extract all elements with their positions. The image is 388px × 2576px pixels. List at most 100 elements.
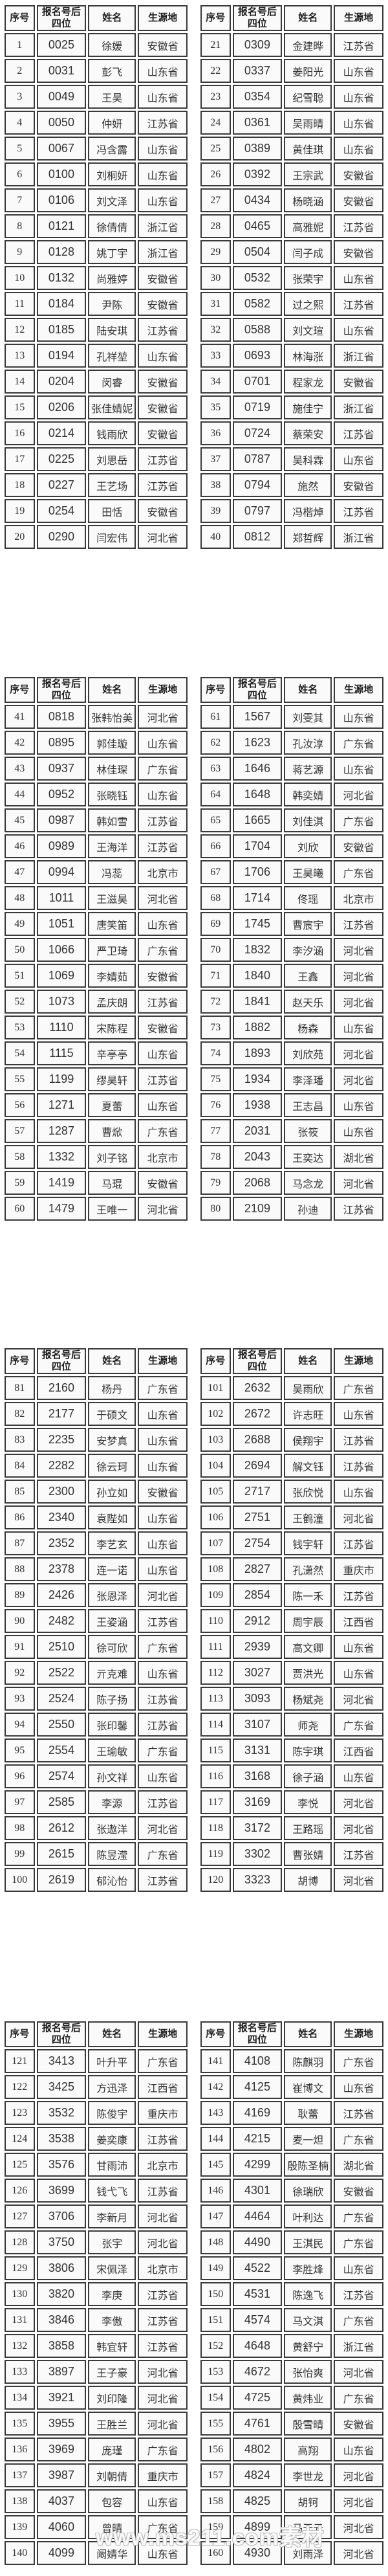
- cell-index: 32: [200, 318, 231, 342]
- cell-index: 96: [5, 1764, 35, 1788]
- table-row: 98 2612 张遨洋 河北省: [5, 1816, 188, 1840]
- cell-origin: 江苏省: [138, 1868, 188, 1892]
- cell-reg-number: 4574: [232, 2308, 283, 2332]
- cell-name: 庞瑾: [88, 2437, 136, 2461]
- cell-origin: 安徽省: [138, 1480, 188, 1504]
- cell-origin: 江苏省: [334, 912, 383, 936]
- cell-reg-number: 2827: [232, 1557, 283, 1581]
- table-row: 150 4531 陈逸飞 江苏省: [200, 2282, 383, 2306]
- cell-index: 70: [200, 938, 231, 962]
- cell-reg-number: 4464: [232, 2204, 283, 2228]
- roster-table-left: 序号 报名号后四位 姓名 生源地 41 0818 张韩怡美 河北省 42 0895 郭佳璇 山东省 43…: [3, 675, 189, 1223]
- cell-name: 孔祥堃: [88, 344, 136, 368]
- cell-index: 19: [5, 499, 35, 523]
- cell-index: 102: [200, 1402, 231, 1426]
- table-row: 148 4490 王淇民 广东省: [200, 2230, 383, 2254]
- cell-reg-number: 0719: [232, 395, 283, 419]
- cell-reg-number: 1199: [36, 1067, 87, 1091]
- cell-name: 曹焮: [88, 1119, 136, 1143]
- cell-origin: 江苏省: [138, 1713, 188, 1737]
- cell-index: 134: [5, 2386, 35, 2410]
- cell-index: 118: [200, 1816, 231, 1840]
- table-row: 147 4464 叶利达 广东省: [200, 2204, 383, 2228]
- cell-index: 154: [200, 2386, 231, 2410]
- cell-name: 张恩泽: [88, 1583, 136, 1607]
- cell-origin: 广东省: [138, 757, 188, 781]
- header-cell-reg-number: 报名号后四位: [232, 677, 283, 703]
- cell-origin: 安徽省: [334, 834, 383, 858]
- cell-name: 陈一禾: [284, 1583, 332, 1607]
- cell-origin: 河北省: [334, 1790, 383, 1814]
- cell-name: 杨森: [284, 1016, 332, 1039]
- table-row: 133 3897 王子豪 河北省: [5, 2360, 188, 2384]
- table-row: 5 0067 冯含露 山东省: [5, 137, 188, 161]
- table-row: 109 2854 陈一禾 江苏省: [200, 1583, 383, 1607]
- table-row: 154 4725 黄炜业 广东省: [200, 2386, 383, 2410]
- cell-origin: 安徽省: [138, 292, 188, 316]
- table-row: 142 4125 崔博文 山东省: [200, 2075, 383, 2099]
- table-row: 136 3969 庞瑾 广东省: [5, 2437, 188, 2461]
- cell-index: 62: [200, 731, 231, 755]
- cell-index: 37: [200, 447, 231, 471]
- cell-index: 131: [5, 2308, 35, 2332]
- cell-origin: 河北省: [334, 1041, 383, 1065]
- table-row: 135 3955 王胜兰 河北省: [5, 2412, 188, 2436]
- table-row: 159 4899 马天元 河北省: [200, 2515, 383, 2539]
- cell-reg-number: 1706: [232, 860, 283, 884]
- table-row: 113 3093 杨斌尧 河北省: [200, 1687, 383, 1711]
- roster-table-left: 序号 报名号后四位 姓名 生源地 1 0025 徐媛 安徽省 2 0031 彭飞 山东省 3 0049 王昊…: [3, 3, 189, 551]
- cell-name: 吴雨晴: [284, 111, 332, 135]
- cell-name: 仲妍: [88, 111, 136, 135]
- cell-name: 王昊曦: [284, 860, 332, 884]
- cell-origin: 江苏省: [334, 2101, 383, 2125]
- cell-origin: 江苏省: [334, 33, 383, 57]
- table-row: 42 0895 郭佳璇 山东省: [5, 731, 188, 755]
- cell-index: 21: [200, 33, 231, 57]
- cell-reg-number: 0204: [36, 370, 87, 394]
- cell-name: 张晓钰: [88, 783, 136, 806]
- cell-reg-number: 2554: [36, 1738, 87, 1762]
- table-row: 146 4301 徐瑞欣 安徽省: [200, 2179, 383, 2203]
- cell-index: 108: [200, 1557, 231, 1581]
- table-row: 117 3169 李悦 河北省: [200, 1790, 383, 1814]
- cell-reg-number: 0132: [36, 266, 87, 290]
- cell-origin: 山东省: [138, 1764, 188, 1788]
- cell-name: 吴科霖: [284, 447, 332, 471]
- table-row: 92 2522 亓克难 山东省: [5, 1661, 188, 1685]
- cell-reg-number: 2754: [232, 1531, 283, 1555]
- cell-reg-number: 0194: [36, 344, 87, 368]
- cell-index: 74: [200, 1041, 231, 1065]
- cell-origin: 浙江省: [334, 525, 383, 549]
- table-row: 87 2352 李艺玄 山东省: [5, 1531, 188, 1555]
- cell-reg-number: 3846: [36, 2308, 87, 2332]
- table-row: 63 1646 蒋艺源 山东省: [200, 757, 383, 781]
- table-row: 66 1704 刘欣 安徽省: [200, 834, 383, 858]
- cell-index: 106: [200, 1505, 231, 1529]
- cell-reg-number: 0504: [232, 240, 283, 264]
- cell-name: 亓克难: [88, 1661, 136, 1685]
- cell-origin: 广东省: [334, 860, 383, 884]
- cell-name: 马琨: [88, 1171, 136, 1195]
- cell-reg-number: 0812: [232, 525, 283, 549]
- header-cell-reg-number: 报名号后四位: [232, 2021, 283, 2047]
- cell-index: 73: [200, 1016, 231, 1039]
- table-row: 85 2300 孙立如 安徽省: [5, 1480, 188, 1504]
- cell-origin: 安徽省: [138, 421, 188, 445]
- table-row: 39 0797 冯楷焯 江苏省: [200, 499, 383, 523]
- cell-name: 刘文泽: [88, 188, 136, 212]
- cell-index: 59: [5, 1171, 35, 1195]
- table-row: 129 3806 宋佩泽 北京市: [5, 2256, 188, 2280]
- cell-origin: 山东省: [138, 2489, 188, 2513]
- table-row: 43 0937 林佳琛 广东省: [5, 757, 188, 781]
- cell-index: 121: [5, 2049, 35, 2073]
- cell-origin: 江苏省: [138, 2127, 188, 2151]
- cell-origin: 重庆市: [138, 2463, 188, 2487]
- cell-reg-number: 0225: [36, 447, 87, 471]
- cell-name: 张遨洋: [88, 1816, 136, 1840]
- cell-index: 13: [5, 344, 35, 368]
- cell-reg-number: 0582: [232, 292, 283, 316]
- cell-reg-number: 3955: [36, 2412, 87, 2436]
- header-row: 序号 报名号后四位 姓名 生源地: [200, 1348, 383, 1374]
- cell-name: 郑哲辉: [284, 525, 332, 549]
- cell-reg-number: 0185: [36, 318, 87, 342]
